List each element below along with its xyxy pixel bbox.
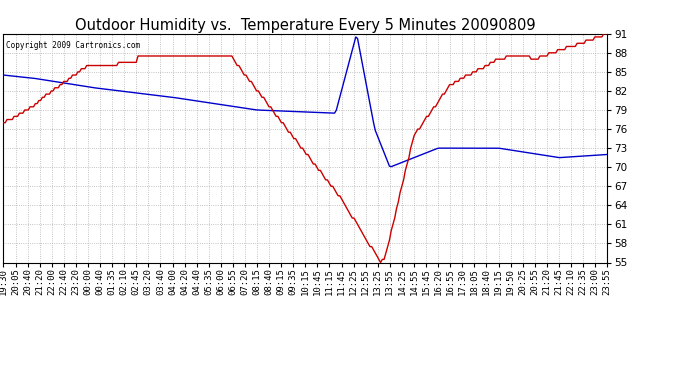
- Text: Copyright 2009 Cartronics.com: Copyright 2009 Cartronics.com: [6, 40, 141, 50]
- Title: Outdoor Humidity vs.  Temperature Every 5 Minutes 20090809: Outdoor Humidity vs. Temperature Every 5…: [75, 18, 535, 33]
